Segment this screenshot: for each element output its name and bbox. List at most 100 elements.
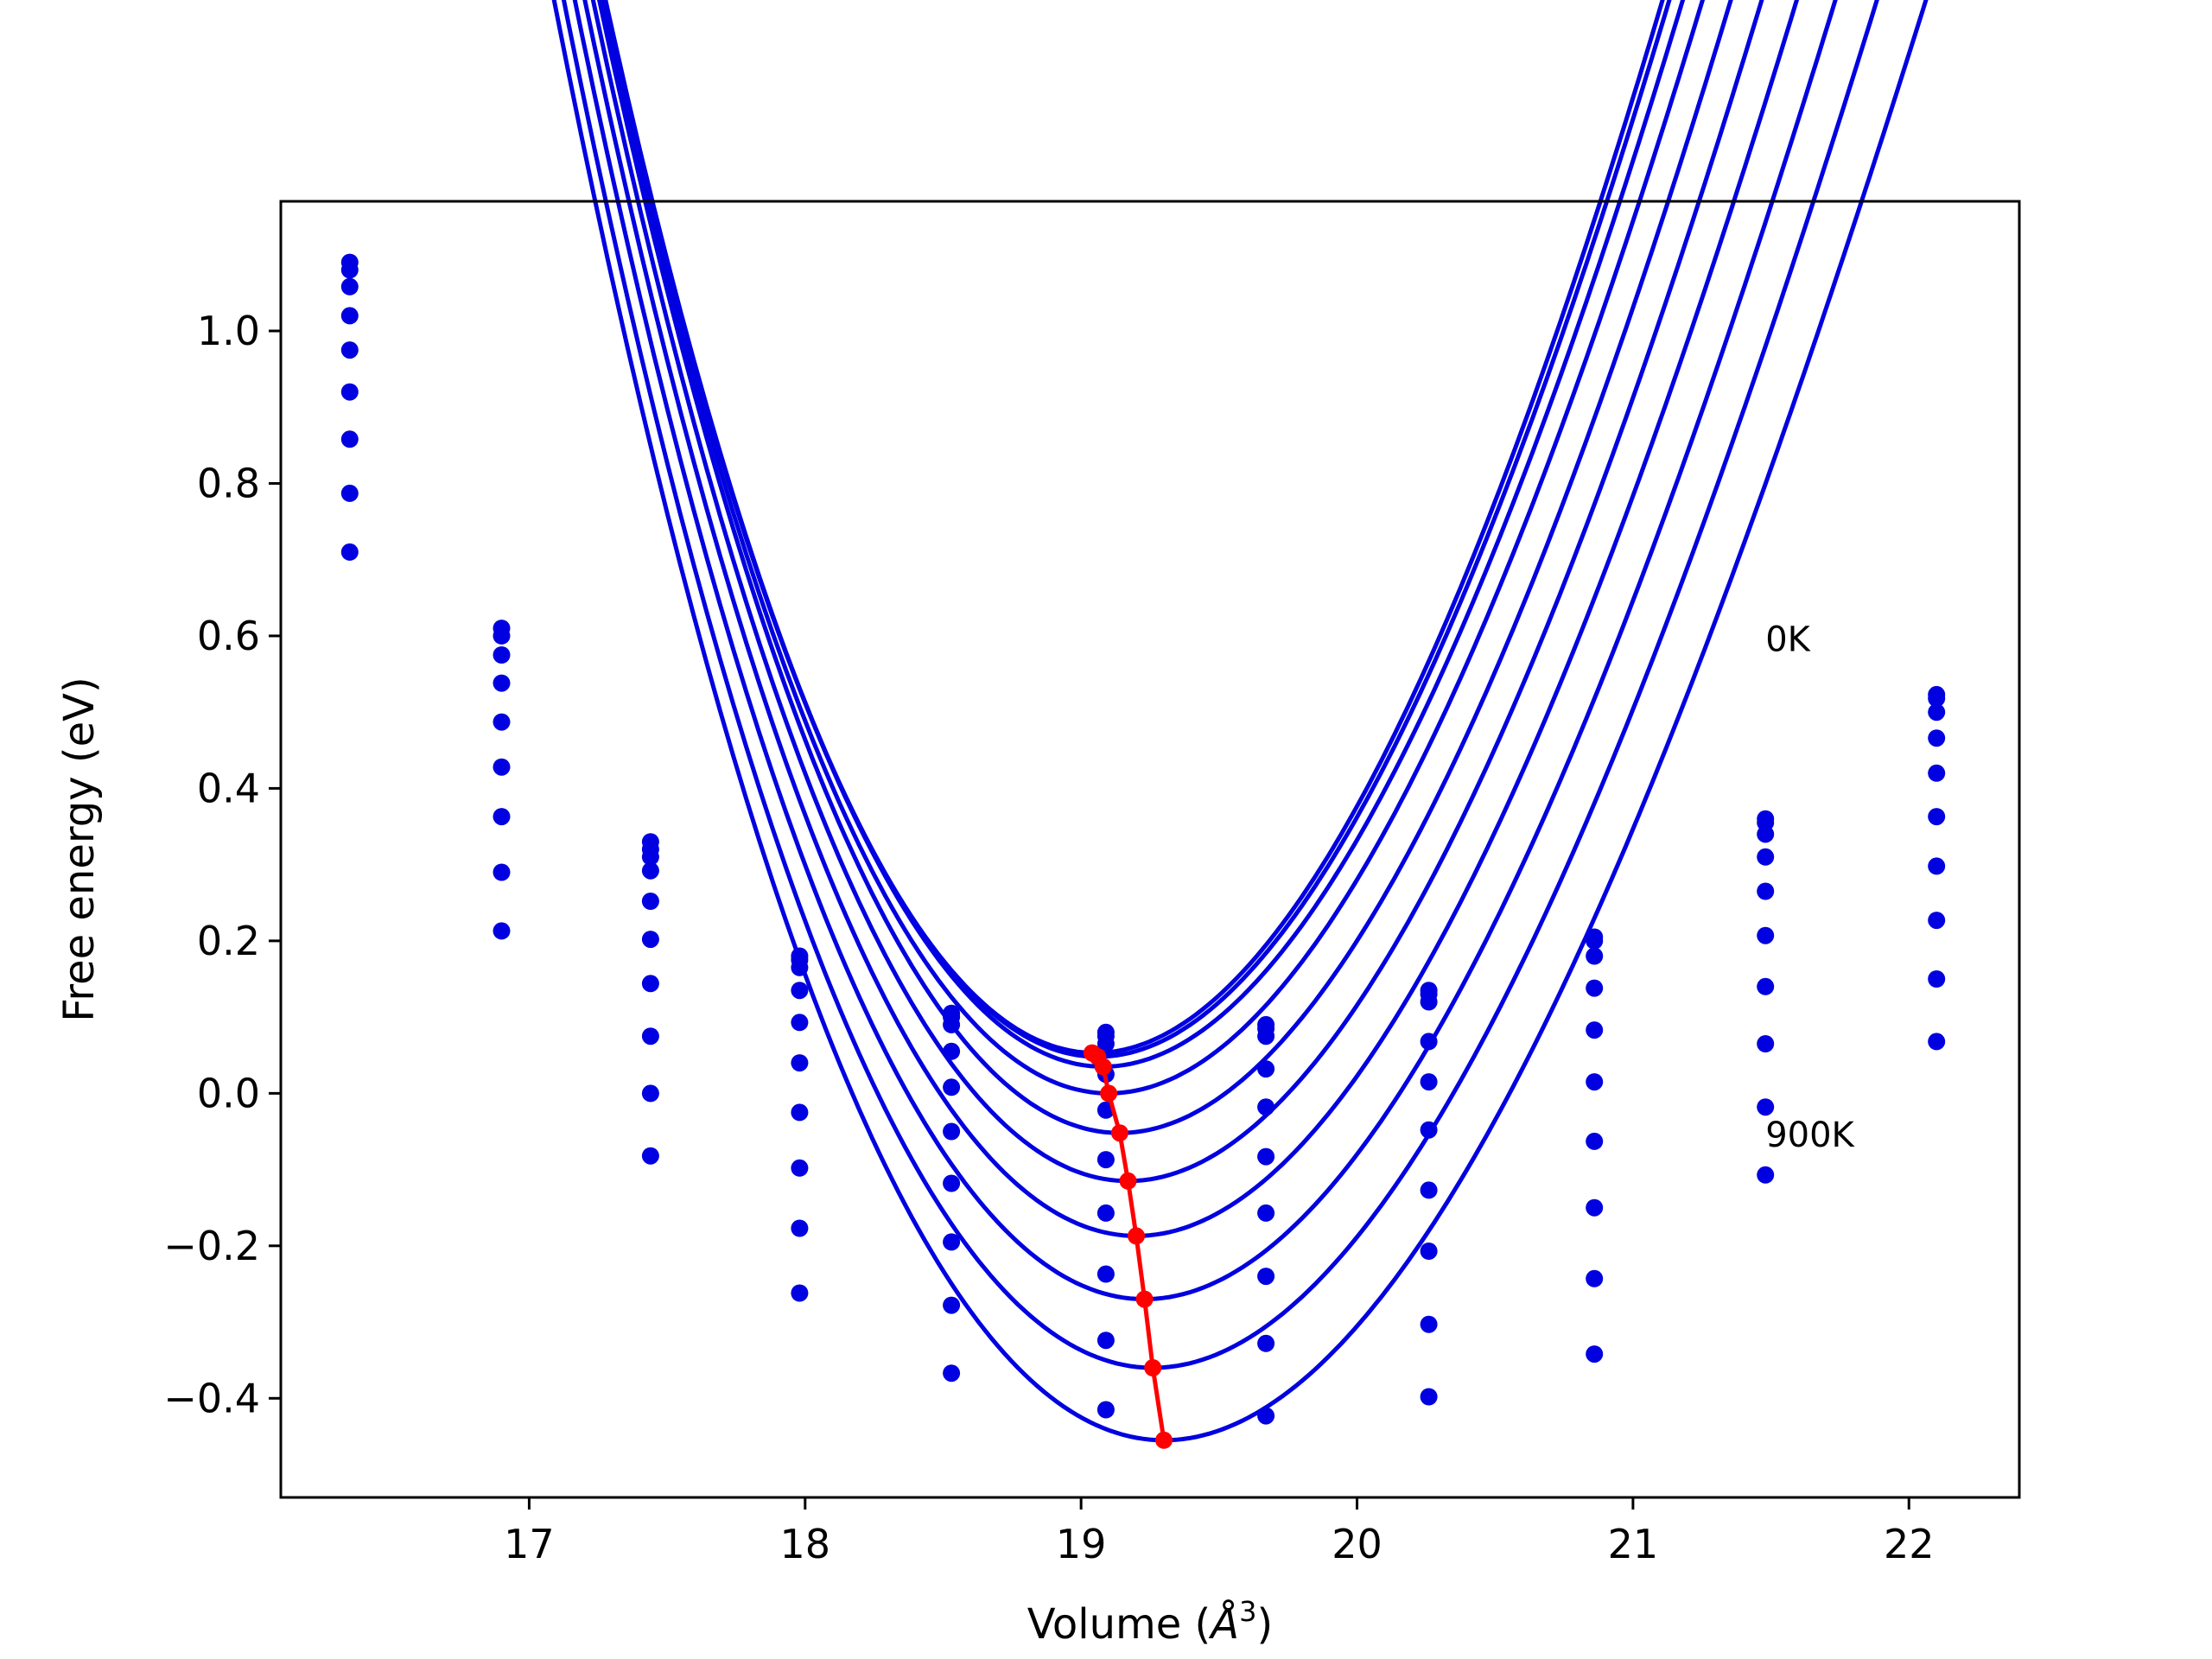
data-point-9-6 bbox=[1257, 1407, 1275, 1425]
fit-curve-4 bbox=[597, 0, 1733, 1135]
y-tick-label: 0.6 bbox=[197, 613, 260, 659]
data-point-6-1 bbox=[493, 808, 511, 826]
data-point-3-10 bbox=[1928, 729, 1946, 747]
data-point-7-5 bbox=[1096, 1265, 1115, 1283]
annotations: 0K 900K bbox=[1765, 620, 1855, 1156]
data-point-6-9 bbox=[1757, 977, 1775, 995]
x-axis-label: Volume (Å3) bbox=[1027, 1595, 1273, 1649]
data-point-3-7 bbox=[1420, 1033, 1438, 1051]
data-point-2-4 bbox=[943, 1015, 961, 1033]
data-point-9-3 bbox=[791, 1284, 809, 1302]
data-point-5-5 bbox=[1096, 1151, 1115, 1169]
data-point-7-0 bbox=[340, 484, 359, 502]
data-point-9-7 bbox=[1420, 1388, 1438, 1406]
data-point-8-10 bbox=[1928, 970, 1946, 988]
data-points bbox=[340, 253, 1946, 1425]
data-point-5-8 bbox=[1586, 1073, 1604, 1091]
fit-curve-3 bbox=[600, 0, 1706, 1096]
data-point-3-4 bbox=[943, 1042, 961, 1060]
y-tick-label: 1.0 bbox=[197, 308, 260, 354]
x-tick-label: 17 bbox=[504, 1521, 555, 1567]
data-point-7-2 bbox=[641, 1027, 659, 1046]
data-point-9-10 bbox=[1928, 1033, 1946, 1051]
y-tick-label: 0.2 bbox=[197, 918, 260, 964]
data-point-9-9 bbox=[1757, 1166, 1775, 1184]
data-point-2-7 bbox=[1420, 993, 1438, 1011]
data-point-8-9 bbox=[1757, 1098, 1775, 1116]
data-point-9-5 bbox=[1096, 1401, 1115, 1419]
minima-series bbox=[1083, 1044, 1173, 1449]
data-point-2-9 bbox=[1757, 825, 1775, 843]
data-point-1-8 bbox=[1586, 931, 1604, 950]
minimum-point-4 bbox=[1110, 1124, 1128, 1142]
minimum-point-5 bbox=[1119, 1172, 1137, 1190]
minimum-point-7 bbox=[1135, 1290, 1154, 1308]
data-point-3-6 bbox=[1257, 1060, 1275, 1078]
data-point-5-9 bbox=[1757, 926, 1775, 944]
y-axis-ticks: −0.4 −0.2 0.0 0.2 0.4 0.6 0.8 1.0 bbox=[163, 308, 281, 1421]
fit-curve-9 bbox=[551, 0, 1929, 1443]
y-tick-label: 0.0 bbox=[197, 1070, 260, 1116]
data-point-4-9 bbox=[1757, 882, 1775, 900]
data-point-5-6 bbox=[1257, 1147, 1275, 1166]
x-tick-label: 20 bbox=[1332, 1521, 1382, 1567]
minimum-point-6 bbox=[1128, 1227, 1145, 1245]
data-point-4-6 bbox=[1257, 1098, 1275, 1116]
data-point-1-1 bbox=[493, 626, 511, 645]
annotation-0: 0K bbox=[1765, 620, 1811, 660]
data-point-4-8 bbox=[1586, 1021, 1604, 1039]
data-point-2-3 bbox=[791, 958, 809, 976]
data-point-7-7 bbox=[1420, 1243, 1438, 1260]
data-point-5-2 bbox=[641, 931, 659, 949]
data-point-3-8 bbox=[1586, 979, 1604, 997]
data-point-8-2 bbox=[641, 1084, 659, 1103]
data-point-3-1 bbox=[493, 674, 511, 692]
data-point-6-0 bbox=[340, 430, 359, 448]
data-point-1-0 bbox=[340, 261, 359, 279]
data-point-6-3 bbox=[791, 1103, 809, 1122]
data-point-4-2 bbox=[641, 893, 659, 910]
x-tick-label: 18 bbox=[780, 1521, 831, 1567]
data-point-2-8 bbox=[1586, 947, 1604, 965]
data-point-2-2 bbox=[641, 848, 659, 866]
data-point-2-10 bbox=[1928, 703, 1946, 721]
data-point-4-3 bbox=[791, 1014, 809, 1032]
fit-curve-7 bbox=[572, 0, 1838, 1302]
x-tick-label: 22 bbox=[1884, 1521, 1935, 1567]
data-point-6-5 bbox=[1096, 1204, 1115, 1222]
minimum-point-9 bbox=[1155, 1431, 1173, 1449]
data-point-1-10 bbox=[1928, 690, 1946, 708]
data-point-5-1 bbox=[493, 758, 511, 776]
fit-curve-2 bbox=[603, 0, 1686, 1070]
data-point-9-8 bbox=[1586, 1345, 1604, 1363]
data-point-3-0 bbox=[340, 307, 359, 325]
data-point-4-4 bbox=[943, 1078, 961, 1096]
data-point-6-4 bbox=[943, 1174, 961, 1192]
data-point-8-1 bbox=[493, 922, 511, 940]
annotation-1: 900K bbox=[1765, 1116, 1855, 1155]
x-tick-label: 21 bbox=[1608, 1521, 1659, 1567]
data-point-4-1 bbox=[493, 713, 511, 731]
data-point-5-3 bbox=[791, 1054, 809, 1072]
data-point-6-6 bbox=[1257, 1204, 1275, 1222]
data-point-8-0 bbox=[340, 543, 359, 561]
minimum-point-8 bbox=[1144, 1359, 1162, 1376]
data-point-2-0 bbox=[340, 277, 359, 296]
data-point-7-10 bbox=[1928, 912, 1946, 930]
data-point-4-0 bbox=[340, 341, 359, 359]
data-point-8-3 bbox=[791, 1219, 809, 1237]
data-point-2-6 bbox=[1257, 1027, 1275, 1046]
data-point-6-8 bbox=[1586, 1132, 1604, 1150]
data-point-8-4 bbox=[943, 1296, 961, 1314]
y-tick-label: −0.4 bbox=[163, 1375, 260, 1421]
data-point-5-4 bbox=[943, 1122, 961, 1141]
data-point-7-6 bbox=[1257, 1268, 1275, 1286]
data-point-5-0 bbox=[340, 383, 359, 401]
data-point-5-7 bbox=[1420, 1121, 1438, 1139]
data-point-9-2 bbox=[641, 1147, 659, 1165]
data-point-4-10 bbox=[1928, 764, 1946, 782]
data-point-6-2 bbox=[641, 975, 659, 993]
data-point-4-7 bbox=[1420, 1073, 1438, 1091]
fit-curves bbox=[551, 0, 1929, 1443]
